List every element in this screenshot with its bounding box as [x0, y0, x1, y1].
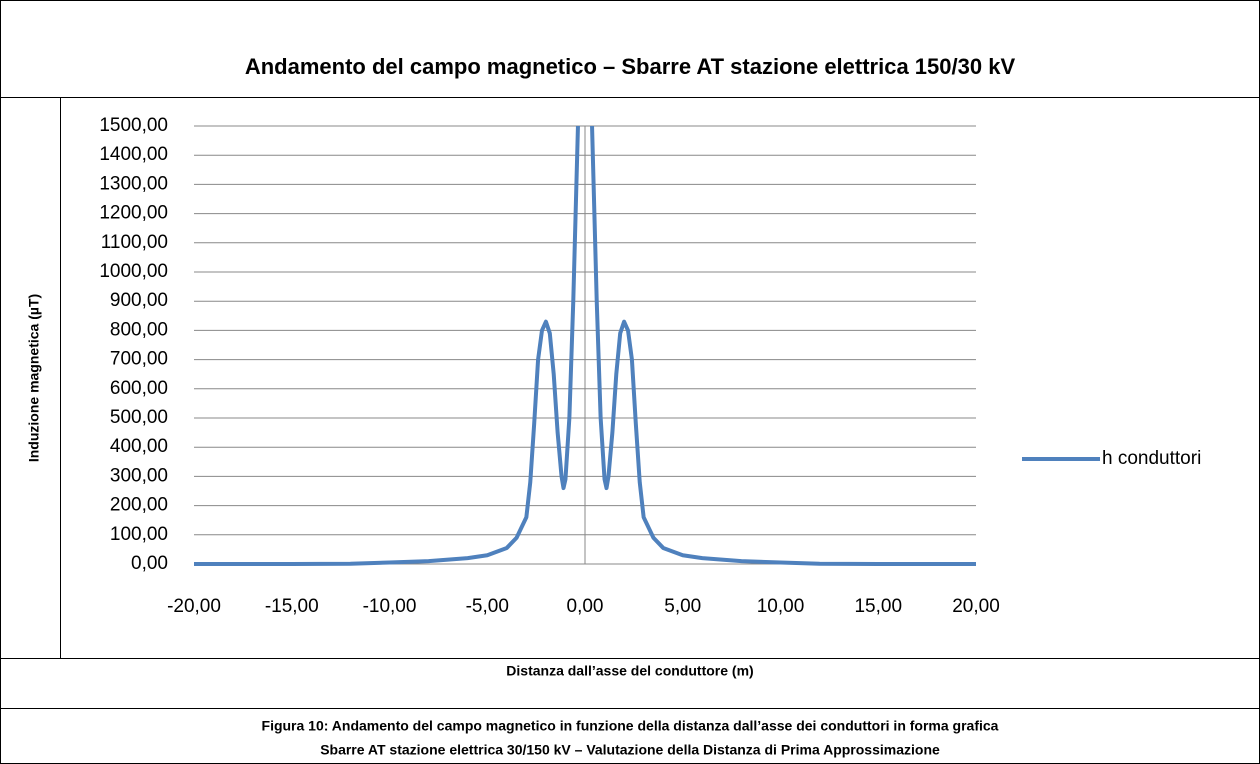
x-tick-label: -10,00: [363, 596, 417, 617]
y-tick-label: 400,00: [110, 436, 168, 457]
x-tick-label: 5,00: [664, 596, 701, 617]
y-tick-label: 1300,00: [99, 173, 168, 194]
y-tick-label: 1000,00: [99, 261, 168, 282]
x-tick-label: 20,00: [952, 596, 1000, 617]
chart-title: Andamento del campo magnetico – Sbarre A…: [245, 54, 1016, 79]
x-tick-label: 10,00: [757, 596, 805, 617]
x-tick-label: -5,00: [466, 596, 509, 617]
y-tick-label: 500,00: [110, 407, 168, 428]
y-tick-label: 600,00: [110, 378, 168, 399]
x-tick-label: 0,00: [567, 596, 604, 617]
y-tick-label: 0,00: [131, 553, 168, 574]
series-line: [194, 126, 976, 566]
y-tick-label: 700,00: [110, 349, 168, 370]
caption: Sbarre AT stazione elettrica 30/150 kV –…: [320, 742, 940, 758]
y-tick-label: 100,00: [110, 524, 168, 545]
y-tick-label: 1200,00: [99, 203, 168, 224]
x-tick-label: 15,00: [854, 596, 902, 617]
x-axis-label: Distanza dall’asse del conduttore (m): [506, 663, 753, 679]
y-axis-label: Induzione magnetica (µT): [26, 294, 42, 462]
x-tick-label: -15,00: [265, 596, 319, 617]
y-tick-label: 300,00: [110, 465, 168, 486]
y-tick-label: 1100,00: [101, 232, 168, 253]
y-tick-label: 900,00: [110, 290, 168, 311]
x-tick-label: -20,00: [167, 596, 221, 617]
y-tick-label: 800,00: [110, 319, 168, 340]
legend-label: h conduttori: [1102, 448, 1201, 469]
caption: Figura 10: Andamento del campo magnetico…: [262, 718, 999, 734]
y-tick-label: 1400,00: [99, 144, 168, 165]
y-tick-label: 200,00: [110, 495, 168, 516]
y-tick-label: 1500,00: [99, 115, 168, 136]
